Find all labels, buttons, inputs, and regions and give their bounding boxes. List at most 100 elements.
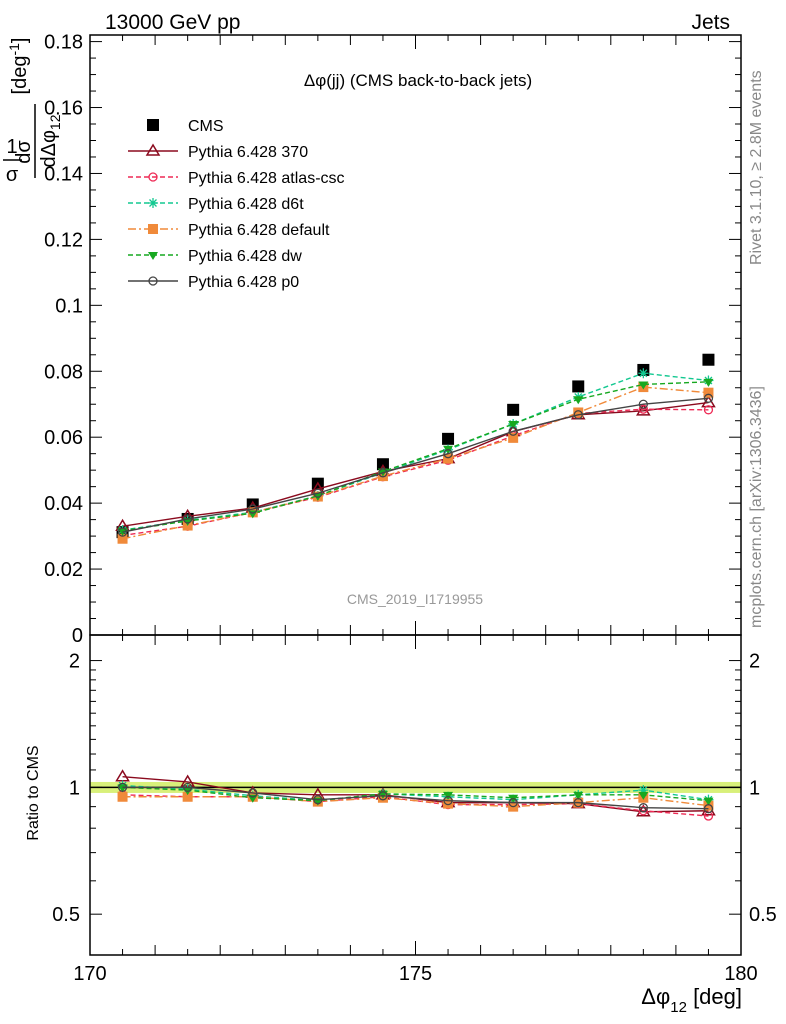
svg-text:σ: σ — [6, 164, 19, 186]
ratio-line-p0 — [122, 786, 709, 810]
point-default — [117, 533, 128, 544]
ratio-point-dw — [117, 784, 128, 793]
y-tick-label: 0.04 — [44, 493, 83, 515]
ratio-point-p0 — [443, 795, 453, 806]
y-tick-label: 0.16 — [44, 98, 83, 120]
series-line-p0 — [122, 397, 709, 533]
y-tick-label: 0.14 — [44, 163, 83, 185]
ratio-y-tick-label: 0.5 — [52, 904, 80, 926]
point-p0 — [703, 393, 714, 403]
legend-marker-cms — [147, 119, 159, 131]
point-p0 — [573, 410, 583, 420]
point-dw — [573, 396, 584, 405]
point-p0 — [313, 488, 323, 498]
point-p0 — [182, 514, 193, 524]
y-tick-label: 0 — [72, 625, 83, 647]
legend-label-cms: CMS — [188, 118, 224, 135]
legend-marker-default — [148, 224, 158, 234]
svg-text:1: 1 — [6, 136, 17, 158]
point-p0 — [248, 504, 258, 514]
svg-text:dσ: dσ — [13, 140, 35, 164]
ratio-point-p0 — [508, 797, 518, 808]
ratio-y-tick-label-right: 1 — [749, 777, 760, 799]
ratio-point-p370 — [115, 769, 130, 782]
ratio-point-p0 — [703, 804, 714, 814]
ratio-point-p0 — [313, 795, 323, 805]
point-atlas_csc — [703, 405, 714, 415]
point-cms — [507, 403, 520, 416]
ratio-point-dw — [573, 791, 584, 800]
ratio-point-default — [117, 791, 128, 802]
ratio-line-dw — [122, 786, 709, 802]
y-tick-label: 0.1 — [55, 295, 83, 317]
point-default — [573, 407, 584, 418]
point-dw — [703, 378, 714, 387]
rivet-label: Rivet 3.1.10, ≥ 2.8M events — [748, 70, 765, 265]
series-line-default — [122, 386, 709, 540]
point-p0 — [443, 449, 453, 459]
legend-label-p370: Pythia 6.428 370 — [188, 144, 308, 161]
legend-label-atlas_csc: Pythia 6.428 atlas-csc — [188, 170, 345, 187]
legend: CMS Pythia 6.428 370 Pythia 6.428 atlas-cs… — [128, 118, 345, 291]
point-p0 — [378, 468, 388, 478]
point-p370 — [636, 403, 651, 416]
ratio-point-p0 — [573, 797, 583, 808]
ratio-point-p0 — [182, 782, 193, 793]
x-axis-label: Δφ12 [deg] — [641, 984, 742, 1016]
ratio-line-d6t — [122, 784, 709, 802]
point-default — [508, 432, 519, 443]
ratio-y-tick-label-right: 2 — [749, 651, 760, 673]
legend-label-d6t: Pythia 6.428 d6t — [188, 196, 304, 213]
plot-title: Δφ(jj) (CMS back-to-back jets) — [304, 71, 532, 90]
ratio-point-default — [443, 798, 454, 809]
header-right: Jets — [691, 11, 730, 34]
point-p0 — [638, 399, 648, 409]
point-dw — [638, 381, 649, 390]
legend-label-dw: Pythia 6.428 dw — [188, 248, 302, 265]
ratio-point-p0 — [117, 782, 128, 793]
x-tick-label: 180 — [724, 963, 757, 985]
ratio-point-p0 — [248, 788, 258, 798]
y-tick-label: 0.06 — [44, 427, 83, 449]
point-dw — [508, 421, 519, 430]
legend-marker-d6t — [148, 198, 158, 208]
point-default — [443, 453, 454, 464]
svg-text:Δφ12 [deg]: Δφ12 [deg] — [641, 984, 742, 1016]
ratio-point-p0 — [638, 803, 648, 813]
point-cms — [442, 432, 455, 445]
legend-marker-p370 — [145, 143, 161, 156]
ratio-y-axis-label: Ratio to CMS — [25, 745, 42, 840]
point-p0 — [508, 426, 518, 436]
ratio-point-default — [182, 791, 193, 802]
series-line-p370 — [122, 401, 709, 527]
legend-marker-p0 — [148, 276, 158, 286]
ratio-point-dw — [443, 791, 454, 800]
series-line-d6t — [122, 372, 709, 531]
series-line-dw — [122, 381, 709, 532]
ratio-y-tick-label: 1 — [69, 777, 80, 799]
point-cms — [572, 380, 585, 393]
ratio-y-tick-label: 2 — [69, 651, 80, 673]
x-tick-label: 170 — [73, 963, 106, 985]
point-default — [703, 387, 714, 398]
y-tick-label: 0.12 — [44, 229, 83, 251]
header-left: 13000 GeV pp — [105, 11, 240, 34]
y-tick-label: 0.18 — [44, 32, 83, 54]
ratio-point-dw — [703, 797, 714, 806]
x-tick-label: 175 — [399, 963, 432, 985]
mcplots-label: mcplots.cern.ch [arXiv:1306.3436] — [748, 386, 765, 628]
ratio-line-default — [122, 796, 709, 808]
ratio-y-tick-label-right: 0.5 — [749, 904, 777, 926]
legend-label-p0: Pythia 6.428 p0 — [188, 274, 299, 291]
legend-label-default: Pythia 6.428 default — [188, 222, 330, 239]
point-atlas_csc — [638, 404, 648, 414]
y-tick-label: 0.08 — [44, 361, 83, 383]
ratio-point-p0 — [378, 791, 388, 801]
svg-text:[deg-1]: [deg-1] — [6, 38, 31, 95]
series-line-atlas_csc — [122, 408, 709, 537]
svg-text:dΔφ12: dΔφ12 — [38, 114, 63, 167]
ratio-point-d6t — [638, 785, 649, 796]
point-cms — [702, 353, 715, 366]
point-d6t — [638, 368, 649, 379]
